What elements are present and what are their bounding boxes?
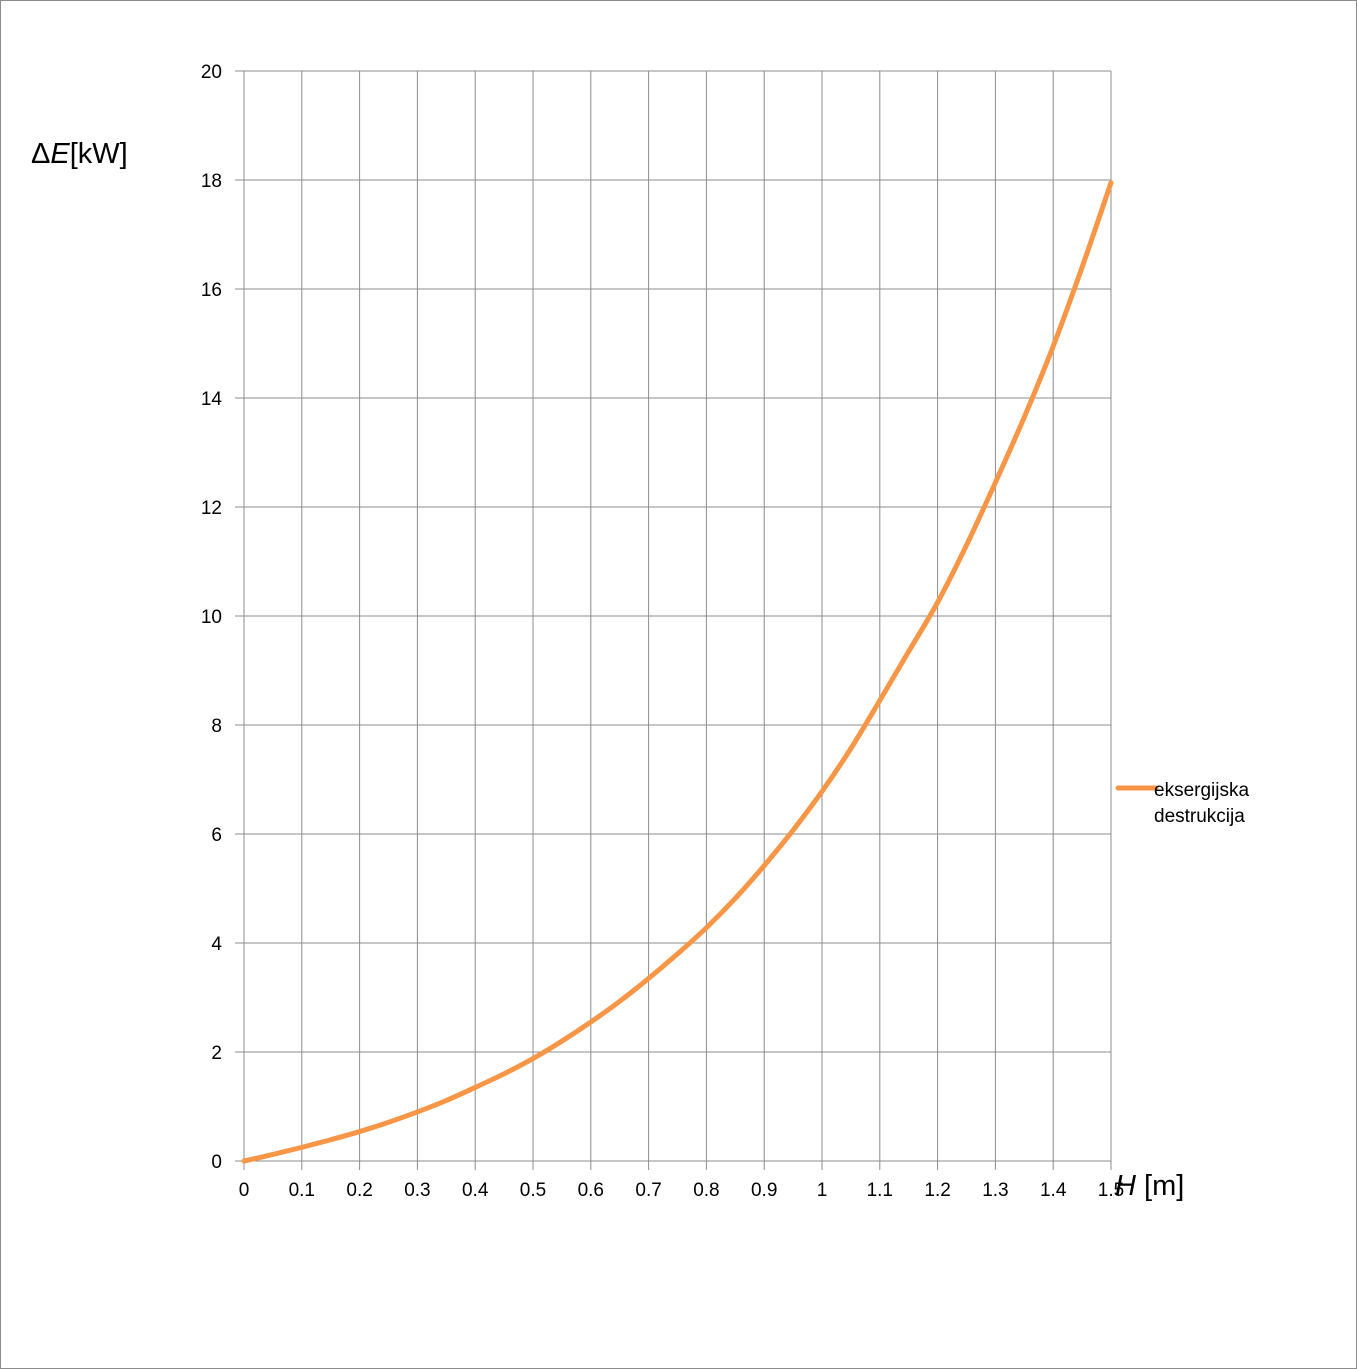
x-tick-label: 0.8 xyxy=(693,1180,719,1201)
y-tick-label: 18 xyxy=(201,171,222,192)
legend-label: eksergijska destrukcija xyxy=(1154,780,1249,827)
legend-label-line: destrukcija xyxy=(1154,806,1245,827)
y-axis-title-symbol: E xyxy=(50,138,70,170)
x-tick-label: 0.4 xyxy=(462,1180,489,1201)
y-tick-labels: 0 2 4 6 8 10 12 14 16 18 20 xyxy=(201,62,223,1173)
y-axis-title: ΔE[kW] xyxy=(31,138,128,170)
y-tick-label: 8 xyxy=(211,716,222,737)
x-tick-label: 0 xyxy=(239,1180,250,1201)
series-layer xyxy=(241,180,1114,1164)
y-axis-title-prefix: Δ xyxy=(31,138,50,170)
y-tick-label: 0 xyxy=(211,1152,222,1173)
x-axis-title: H [m] xyxy=(1115,1170,1184,1202)
y-tick-label: 20 xyxy=(201,62,222,83)
series-line-0 xyxy=(241,180,1114,1164)
x-tick-label: 1.1 xyxy=(867,1180,893,1201)
x-tick-label: 0.5 xyxy=(520,1180,546,1201)
x-tick-label: 1.4 xyxy=(1040,1180,1067,1201)
x-tick-label: 0.7 xyxy=(635,1180,661,1201)
x-tick-label: 0.9 xyxy=(751,1180,777,1201)
y-tick-label: 6 xyxy=(211,825,222,846)
x-tick-labels: 0 0.1 0.2 0.3 0.4 0.5 0.6 0.7 0.8 0.9 1 1.1 1.2 1.3 1.… xyxy=(239,1180,1125,1201)
y-tick-label: 2 xyxy=(211,1043,222,1064)
x-tick-label: 1 xyxy=(817,1180,828,1201)
x-tick-label: 1.5 xyxy=(1098,1180,1124,1201)
x-tick-label: 1.3 xyxy=(982,1180,1008,1201)
x-tick-label: 1.2 xyxy=(924,1180,950,1201)
x-axis-title-symbol: H xyxy=(1115,1170,1136,1202)
y-tick-label: 12 xyxy=(201,498,222,519)
x-tick-label: 0.3 xyxy=(404,1180,430,1201)
y-tick-label: 14 xyxy=(201,389,223,410)
x-tick-label: 0.6 xyxy=(578,1180,604,1201)
x-tick-label: 0.1 xyxy=(289,1180,315,1201)
legend-label-line: eksergijska xyxy=(1154,780,1249,801)
y-axis-title-unit: [kW] xyxy=(70,138,128,170)
x-tick-label: 0.2 xyxy=(346,1180,372,1201)
x-axis-title-unit: [m] xyxy=(1136,1170,1184,1202)
legend: eksergijska destrukcija xyxy=(1115,780,1249,827)
y-tick-label: 10 xyxy=(201,607,222,628)
y-tick-label: 4 xyxy=(211,934,222,955)
y-tick-label: 16 xyxy=(201,280,222,301)
grid-lines xyxy=(235,70,1112,1170)
